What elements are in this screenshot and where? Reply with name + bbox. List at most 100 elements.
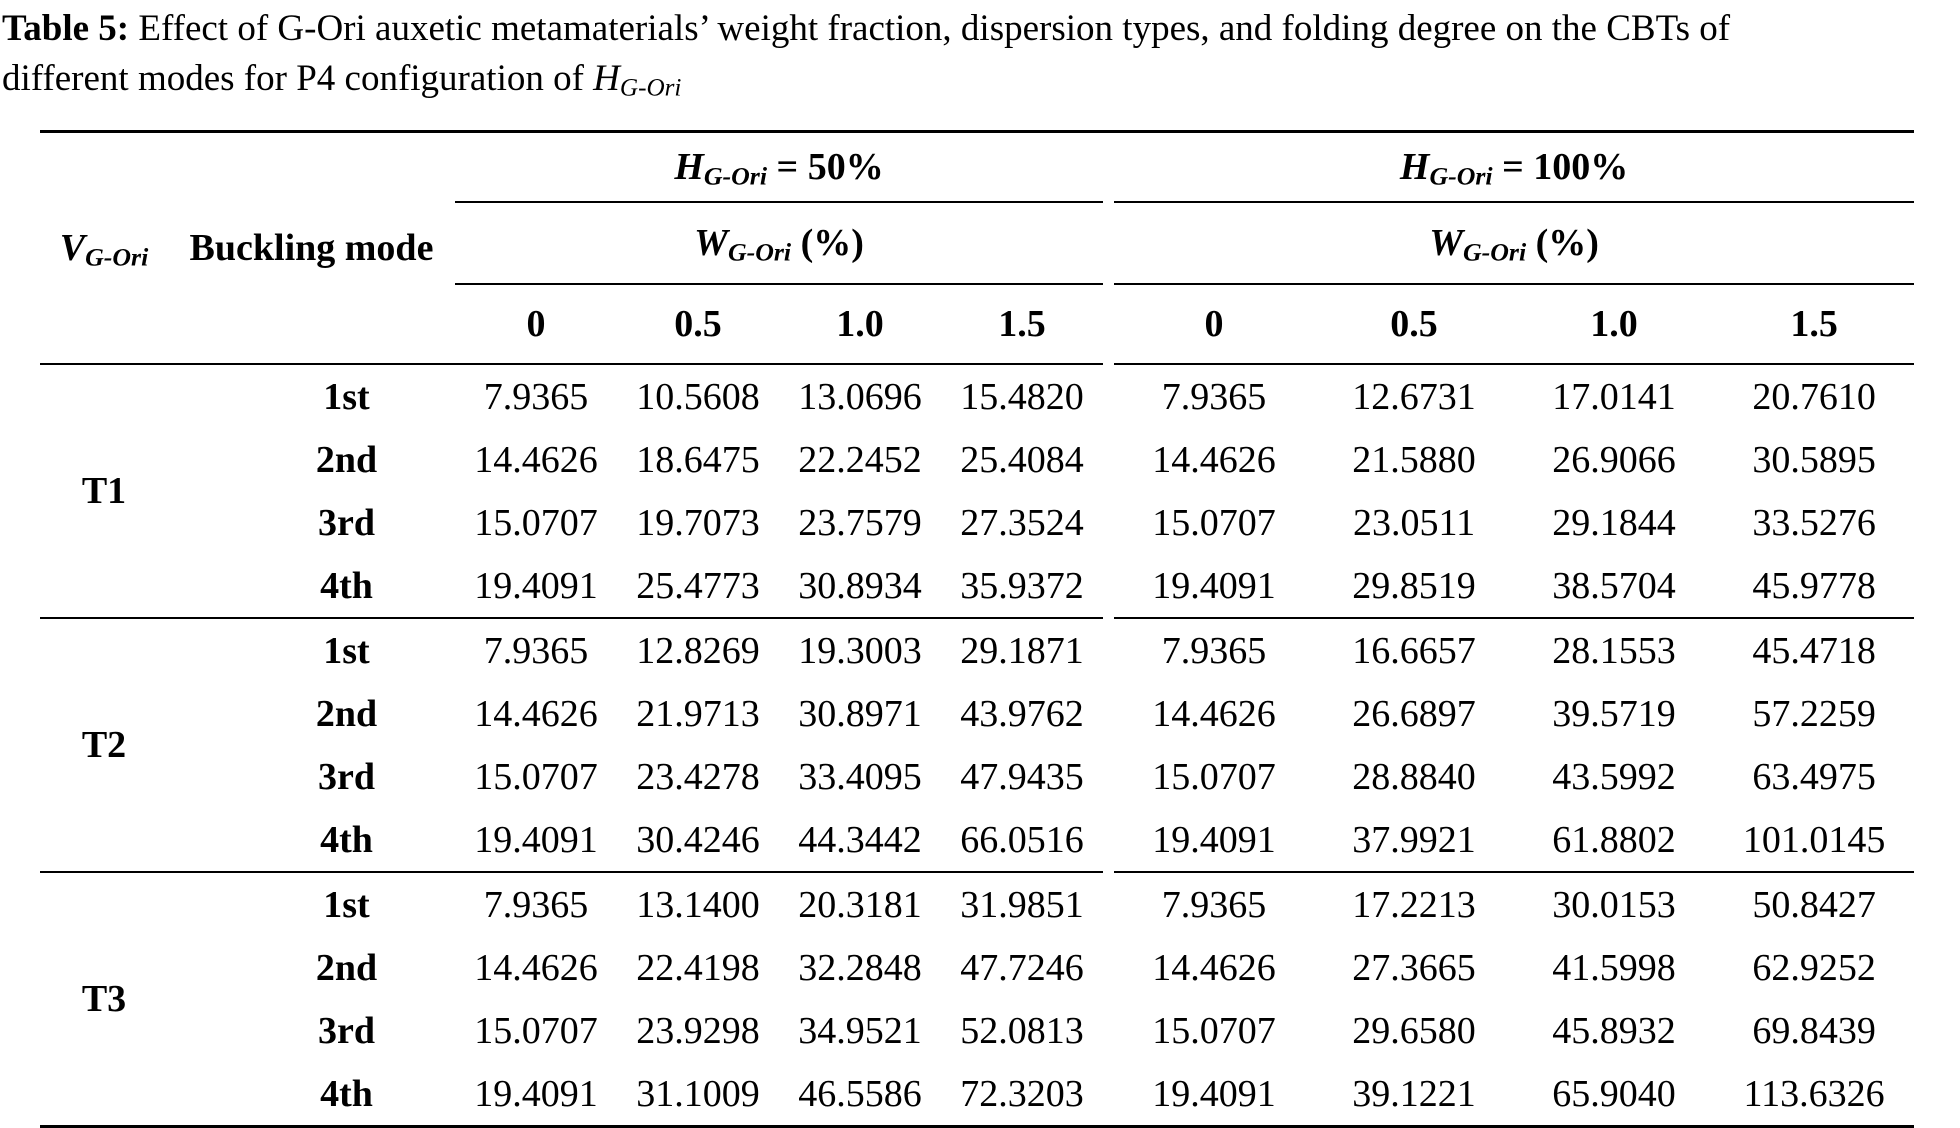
col-header: 0 (1114, 284, 1315, 365)
cbt-value: 29.1844 (1552, 501, 1676, 544)
h50-suffix: = 50% (767, 146, 884, 188)
cbt-value: 47.7246 (960, 946, 1084, 989)
cbt-value: 19.4091 (455, 808, 617, 873)
cbt-value: 14.4626 (474, 946, 598, 989)
table-row: 3rd 15.0707 19.7073 23.7579 27.3524 15.0… (40, 491, 1914, 554)
column-gap (1103, 808, 1114, 872)
cbt-value: 25.4773 (617, 554, 779, 619)
table-row: T3 1st 7.9365 13.1400 20.3181 31.9851 7.… (40, 872, 1914, 1021)
cbt-value: 17.2213 (1352, 883, 1476, 926)
h50-symbol: H (674, 146, 704, 188)
cbt-value: 14.4626 (1152, 946, 1276, 989)
cbt-value: 46.5586 (798, 1072, 922, 1115)
col-header: 0.5 (617, 284, 779, 365)
column-gap (1103, 554, 1114, 618)
data-table: VG-Ori Buckling mode HG-Ori = 50% HG-Ori… (40, 130, 1915, 1128)
cbt-value: 15.0707 (1152, 501, 1276, 544)
cbt-value: 37.9921 (1314, 808, 1515, 873)
cbt-value: 101.0145 (1714, 808, 1915, 873)
cbt-value: 30.5895 (1752, 438, 1876, 481)
cbt-value: 29.6580 (1352, 1009, 1476, 1052)
header-buckling-mode: Buckling mode (168, 131, 455, 365)
table-row: 2nd 14.4626 22.4198 32.2848 47.7246 14.4… (40, 936, 1914, 999)
table-row: T1 1st 7.9365 10.5608 13.0696 15.4820 7.… (40, 364, 1914, 619)
cbt-value: 29.1871 (960, 629, 1084, 672)
cbt-value: 52.0813 (960, 1009, 1084, 1052)
cbt-value: 15.0707 (474, 755, 598, 798)
t3-block: T3 1st 7.9365 13.1400 20.3181 31.9851 7.… (40, 872, 1914, 1127)
caption-label: Table 5: (2, 8, 130, 49)
col-header: 1.0 (779, 284, 941, 365)
t2-block: T2 1st 7.9365 12.8269 19.3003 29.1871 7.… (40, 618, 1915, 873)
cbt-value: 30.8971 (798, 692, 922, 735)
t1-block: T1 1st 7.9365 10.5608 13.0696 15.4820 7.… (40, 364, 1915, 619)
cbt-value: 19.4091 (1114, 554, 1315, 619)
header-row-wfraction: WG-Ori (%) WG-Ori (%) (40, 202, 1915, 285)
cbt-value: 43.5992 (1552, 755, 1676, 798)
cbt-value: 113.6326 (1743, 1072, 1885, 1115)
cbt-value: 21.5880 (1352, 438, 1476, 481)
column-gap (1103, 745, 1114, 808)
table-row: 4th 19.4091 25.4773 30.8934 35.9372 19.4… (40, 554, 1915, 619)
cbt-value: 31.9851 (960, 883, 1084, 926)
cbt-value: 26.6897 (1352, 692, 1476, 735)
cbt-value: 19.4091 (1114, 808, 1315, 873)
column-gap (1103, 999, 1114, 1062)
h100-subscript: G-Ori (1429, 161, 1493, 191)
cbt-value: 47.9435 (960, 755, 1084, 798)
cbt-value: 14.4626 (474, 438, 598, 481)
header-w100: WG-Ori (%) (1114, 202, 1915, 285)
buckling-mode-cell: 4th (168, 554, 455, 619)
cbt-value: 33.4095 (798, 755, 922, 798)
buckling-mode-cell: 2nd (315, 692, 378, 735)
cbt-value: 13.1400 (636, 883, 760, 926)
header-row-cols: 0 0.5 1.0 1.5 0 0.5 1.0 1.5 (40, 284, 1915, 365)
cbt-value: 32.2848 (798, 946, 922, 989)
cbt-value: 18.6475 (636, 438, 760, 481)
cbt-value: 35.9372 (941, 554, 1104, 619)
cbt-value: 7.9365 (483, 883, 589, 926)
cbt-value: 29.8519 (1314, 554, 1515, 619)
column-gap (1103, 491, 1114, 554)
cbt-value: 34.9521 (798, 1009, 922, 1052)
cbt-value: 22.4198 (636, 946, 760, 989)
cbt-value: 63.4975 (1752, 755, 1876, 798)
header-group-h100: HG-Ori = 100% (1114, 131, 1915, 203)
cbt-value: 7.9365 (483, 629, 589, 672)
header-v: VG-Ori (40, 131, 168, 365)
w50-subscript: G-Ori (727, 237, 792, 267)
buckling-mode-cell: 3rd (318, 501, 375, 544)
cbt-value: 14.4626 (1152, 438, 1276, 481)
cbt-value: 14.4626 (474, 692, 598, 735)
cbt-value: 43.9762 (960, 692, 1084, 735)
cbt-value: 66.0516 (941, 808, 1104, 873)
buckling-mode-cell: 1st (323, 375, 370, 418)
buckling-mode-cell: 4th (168, 808, 455, 873)
col-header: 0.5 (1314, 284, 1515, 365)
cbt-value: 7.9365 (1161, 629, 1267, 672)
cbt-value: 19.4091 (455, 554, 617, 619)
cbt-value: 23.4278 (636, 755, 760, 798)
column-gap (1103, 872, 1114, 936)
cbt-value: 7.9365 (483, 375, 589, 418)
cbt-value: 14.4626 (1152, 692, 1276, 735)
table-caption: Table 5: Effect of G-Ori auxetic metamat… (2, 4, 1960, 104)
buckling-mode-cell: 3rd (318, 755, 375, 798)
cbt-value: 15.0707 (474, 1009, 598, 1052)
table-row: 4th 19.4091 30.4246 44.3442 66.0516 19.4… (40, 808, 1915, 873)
caption-text-1: Effect of G-Ori auxetic metamaterials’ w… (129, 8, 1731, 49)
cbt-value: 15.0707 (1152, 755, 1276, 798)
cbt-value: 17.0141 (1552, 375, 1676, 418)
cbt-value: 21.9713 (636, 692, 760, 735)
header-group-h50: HG-Ori = 50% (455, 131, 1104, 203)
h50-subscript: G-Ori (703, 161, 768, 191)
cbt-value: 50.8427 (1752, 883, 1876, 926)
cbt-value: 62.9252 (1752, 946, 1876, 989)
cbt-value: 15.0707 (474, 501, 598, 544)
buckling-mode-cell: 2nd (315, 946, 378, 989)
v-group-label: T2 (40, 618, 168, 873)
cbt-value: 61.8802 (1514, 808, 1715, 873)
col-header: 0 (455, 284, 617, 365)
caption-math-subscript: G-Ori (619, 74, 682, 102)
cbt-value: 28.8840 (1352, 755, 1476, 798)
